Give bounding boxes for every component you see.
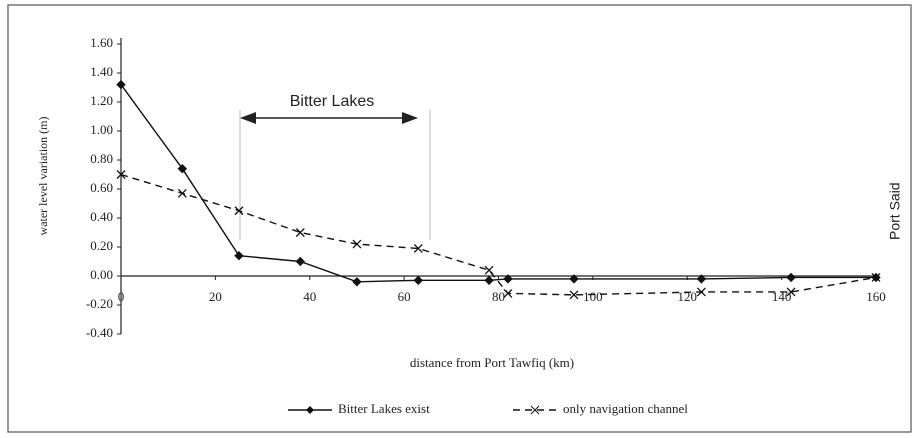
x-tick-label: 140 — [772, 289, 792, 304]
x-tick-label: 40 — [303, 289, 316, 304]
y-tick-label: 0.60 — [90, 180, 113, 195]
y-tick-label: 1.40 — [90, 64, 113, 79]
point — [871, 272, 881, 282]
legend-label: Bitter Lakes exist — [338, 401, 430, 416]
x-axis-label: distance from Port Tawfiq (km) — [410, 355, 574, 370]
point — [234, 206, 244, 216]
point — [696, 274, 707, 284]
y-tick-label: 1.00 — [90, 122, 113, 137]
y-tick-label: 1.60 — [90, 35, 113, 50]
point — [503, 274, 513, 284]
point — [295, 228, 305, 237]
annotation: Bitter Lakes — [290, 93, 374, 110]
point — [295, 256, 306, 267]
annotation: Port Said — [887, 182, 903, 240]
point — [413, 275, 423, 286]
x-tick-label: 160 — [866, 289, 886, 304]
x-tick-label: 100 — [583, 289, 603, 304]
y-tick-label: 1.20 — [90, 93, 113, 108]
x-tick-label: 80 — [492, 289, 505, 304]
legend-label: only navigation channel — [563, 401, 688, 416]
series-line — [120, 84, 876, 283]
x-tick-label: 60 — [398, 289, 411, 304]
y-axis-label: water level variation (m) — [36, 117, 50, 236]
point — [352, 239, 362, 249]
y-tick-label: -0.40 — [86, 325, 113, 340]
point — [177, 163, 188, 174]
legend-marker — [530, 405, 540, 415]
point — [786, 272, 796, 283]
y-tick-label: 0.40 — [90, 209, 113, 224]
point — [696, 287, 706, 297]
x-tick-label: 0 — [118, 289, 125, 304]
point — [484, 275, 494, 286]
point — [413, 243, 423, 253]
point — [116, 170, 126, 179]
legend-marker — [306, 406, 314, 414]
point — [177, 188, 187, 198]
point — [503, 288, 513, 298]
point — [786, 287, 796, 297]
y-tick-label: 0.20 — [90, 238, 113, 253]
point — [569, 274, 579, 284]
point — [484, 265, 494, 275]
point — [352, 277, 362, 287]
y-tick-label: 0.00 — [90, 267, 113, 282]
frame — [7, 4, 912, 433]
y-tick-label: -0.20 — [86, 296, 113, 311]
point — [569, 290, 579, 300]
point — [116, 79, 126, 90]
series-line — [120, 173, 877, 296]
y-tick-label: 0.80 — [90, 151, 113, 166]
x-tick-label: 20 — [209, 289, 222, 304]
point — [234, 250, 244, 261]
x-tick-label: 120 — [678, 289, 698, 304]
